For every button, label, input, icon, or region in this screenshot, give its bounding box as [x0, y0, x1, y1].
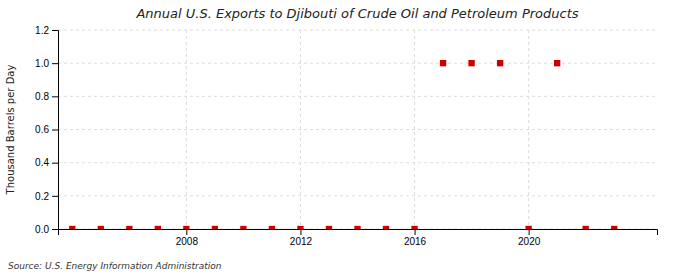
tick: 0.0 — [35, 224, 58, 235]
tick: 2016 — [404, 229, 427, 247]
point — [611, 226, 617, 229]
point — [240, 226, 246, 229]
grid-line-y — [58, 195, 657, 196]
point — [440, 60, 446, 66]
point — [497, 60, 503, 66]
tick-label: 2020 — [518, 236, 541, 247]
tick-mark — [529, 229, 530, 235]
tick-mark — [415, 229, 416, 235]
grid-line-y — [58, 63, 657, 64]
y-axis-label: Thousand Barrels per Day — [5, 65, 16, 196]
point — [583, 226, 589, 229]
tick: 0.8 — [35, 91, 58, 102]
point — [297, 226, 303, 229]
point — [212, 226, 218, 229]
point — [383, 226, 389, 229]
tick-label: 0.2 — [35, 191, 49, 202]
tick: 2020 — [518, 229, 541, 247]
tick: 0.2 — [35, 191, 58, 202]
tick-mark — [52, 30, 58, 31]
tick-label: 2012 — [290, 236, 313, 247]
tick-label: 1.2 — [35, 25, 49, 36]
point — [468, 60, 474, 66]
tick-label: 1.0 — [35, 58, 49, 69]
tick-mark — [52, 163, 58, 164]
tick-label: 2016 — [404, 236, 427, 247]
chart: 2008 2012 2016 2020 0.0 0.2 0.4 0.6 0.8 1.0 1.2 Ann… — [0, 0, 675, 275]
grid-line-x — [300, 30, 301, 229]
point — [525, 226, 531, 229]
y-axis: 0.0 0.2 0.4 0.6 0.8 1.0 1.2 — [35, 25, 58, 235]
title: Annual U.S. Exports to Djibouti of Crude… — [135, 6, 578, 21]
points — [69, 60, 617, 229]
tick-label: 0.0 — [35, 224, 49, 235]
tick-label: 0.4 — [35, 157, 49, 168]
tick: 2012 — [290, 229, 313, 247]
point — [183, 226, 189, 229]
tick-mark — [52, 63, 58, 64]
tick-mark — [300, 229, 301, 235]
tick-mark — [52, 96, 58, 97]
tick-label: 2008 — [176, 236, 199, 247]
x-axis: 2008 2012 2016 2020 — [59, 229, 658, 247]
grid-line-y — [58, 30, 657, 31]
axis-line — [59, 230, 658, 236]
annotation: Source: U.S. Energy Information Administ… — [8, 261, 222, 271]
point — [354, 226, 360, 229]
point — [411, 226, 417, 229]
axis-line — [52, 31, 59, 230]
grid-line-y — [58, 129, 657, 130]
point — [326, 226, 332, 229]
tick: 1.0 — [35, 58, 58, 69]
point — [98, 226, 104, 229]
tick-mark — [52, 229, 58, 230]
grid-line-y — [58, 96, 657, 97]
grid — [58, 30, 657, 229]
grid-line-x — [186, 30, 187, 229]
point — [554, 60, 560, 66]
grid-line-x — [414, 30, 415, 229]
point — [69, 226, 75, 229]
tick-label: 0.8 — [35, 91, 49, 102]
point — [126, 226, 132, 229]
tick-mark — [186, 229, 187, 235]
tick-mark — [52, 196, 58, 197]
tick: 1.2 — [35, 25, 58, 36]
point — [155, 226, 161, 229]
tick-mark — [52, 130, 58, 131]
tick: 2008 — [176, 229, 199, 247]
grid-line-y — [58, 162, 657, 163]
point — [269, 226, 275, 229]
tick: 0.6 — [35, 124, 58, 135]
tick-label: 0.6 — [35, 124, 49, 135]
grid-line-x — [528, 30, 529, 229]
tick: 0.4 — [35, 157, 58, 168]
plot: 2008 2012 2016 2020 0.0 0.2 0.4 0.6 0.8 1.0 1.2 — [35, 25, 657, 247]
